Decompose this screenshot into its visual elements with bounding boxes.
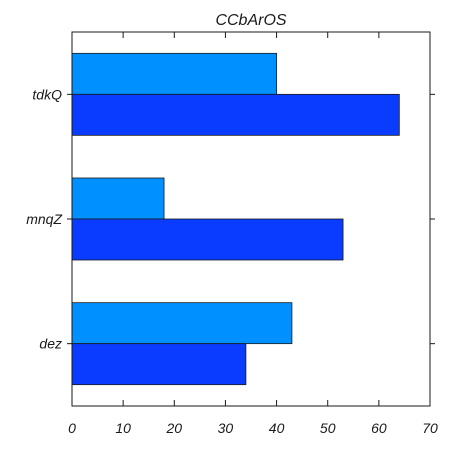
x-tick-label: 40 bbox=[269, 420, 285, 436]
y-tick-label: dez bbox=[39, 336, 62, 352]
y-tick-label: mnqZ bbox=[26, 211, 62, 227]
x-tick-label: 10 bbox=[115, 420, 131, 436]
chart-title: CCbArOS bbox=[215, 12, 286, 29]
x-tick-label: 20 bbox=[165, 420, 182, 436]
bar-mnqZ-series-1 bbox=[72, 178, 164, 219]
bars-group bbox=[72, 53, 399, 384]
x-tick-label: 50 bbox=[320, 420, 336, 436]
bar-tdkQ-series-2 bbox=[72, 94, 399, 135]
bar-dez-series-1 bbox=[72, 303, 292, 344]
bar-tdkQ-series-1 bbox=[72, 53, 277, 94]
bar-dez-series-2 bbox=[72, 344, 246, 385]
bar-mnqZ-series-2 bbox=[72, 219, 343, 260]
x-tick-label: 0 bbox=[68, 420, 76, 436]
y-tick-label: tdkQ bbox=[32, 86, 62, 102]
x-tick-label: 60 bbox=[371, 420, 387, 436]
x-tick-label: 70 bbox=[422, 420, 438, 436]
x-tick-label: 30 bbox=[218, 420, 234, 436]
